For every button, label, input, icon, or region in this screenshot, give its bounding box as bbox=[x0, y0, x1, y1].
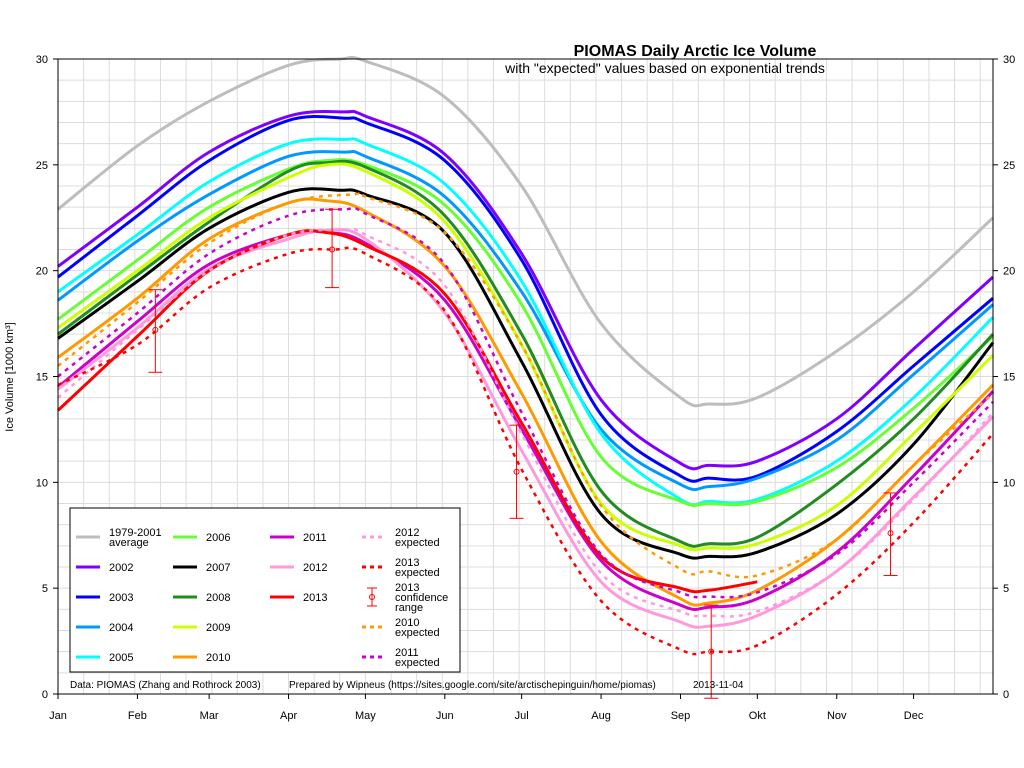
footer-date: 2013-11-04 bbox=[693, 680, 744, 691]
legend-label: 2006 bbox=[206, 532, 230, 544]
error-bar-point bbox=[708, 648, 715, 655]
axes: 0 0 5 5 10 10 15 15 20 20 25 25 30 30 Jan Feb Mar Apr May J… bbox=[36, 54, 1016, 722]
y-tick-label-right: 5 bbox=[1003, 583, 1009, 595]
y-axis-label: Ice Volume [1000 km³] bbox=[4, 322, 16, 431]
legend-label: 2010 bbox=[206, 652, 230, 664]
series-line-2004 bbox=[57, 149, 994, 492]
x-tick-label: Dec bbox=[904, 710, 924, 722]
legend-label: 2013 bbox=[395, 557, 419, 569]
legend-label: confidence bbox=[395, 592, 448, 604]
legend-label: range bbox=[395, 602, 423, 614]
series-line-1979-2001-average bbox=[57, 55, 995, 408]
x-tick-label: Feb bbox=[128, 710, 147, 722]
y-tick-label: 5 bbox=[42, 583, 48, 595]
footer-data-source: Data: PIOMAS (Zhang and Rothrock 2003) bbox=[70, 680, 261, 691]
legend-swatch-errorbar-point bbox=[369, 594, 375, 600]
series-line-2005 bbox=[57, 137, 995, 507]
series-lines bbox=[56, 55, 995, 656]
series-line-2007 bbox=[57, 187, 995, 560]
x-tick-label: May bbox=[355, 710, 376, 722]
legend-label: expected bbox=[395, 537, 440, 549]
legend-label: 2005 bbox=[109, 652, 133, 664]
legend-label: 2011 bbox=[303, 532, 327, 544]
series-line-2011-expected bbox=[57, 206, 994, 599]
legend-label: 2012 bbox=[395, 527, 419, 539]
legend-label: 2010 bbox=[395, 617, 419, 629]
x-tick-label: Jul bbox=[515, 710, 529, 722]
x-tick-label: Jun bbox=[436, 710, 454, 722]
x-tick-label: Mar bbox=[200, 710, 219, 722]
chart-subtitle: with "expected" values based on exponent… bbox=[504, 60, 825, 76]
legend-box bbox=[69, 507, 461, 673]
error-bar-point bbox=[152, 326, 159, 333]
legend-label: 1979-2001 bbox=[109, 527, 162, 539]
series-line-2006 bbox=[57, 158, 995, 507]
series-line-2013-expected bbox=[57, 246, 994, 656]
legend-label: expected bbox=[395, 627, 440, 639]
legend-label: 2009 bbox=[206, 622, 230, 634]
legend-label: 2008 bbox=[206, 592, 230, 604]
error-bar-point bbox=[513, 468, 520, 475]
series-line-2010 bbox=[57, 197, 995, 607]
y-tick-label: 10 bbox=[36, 477, 48, 489]
y-tick-label-right: 30 bbox=[1003, 54, 1015, 66]
x-tick-label: Okt bbox=[749, 710, 766, 722]
confidence-error-bars bbox=[148, 208, 898, 699]
legend-label: 2013 bbox=[303, 592, 327, 604]
legend-label: 2004 bbox=[109, 622, 133, 634]
chart-title: PIOMAS Daily Arctic Ice Volume bbox=[574, 43, 817, 60]
series-line-2013 bbox=[56, 229, 758, 594]
series-line-2010-expected bbox=[57, 191, 994, 579]
x-tick-label: Jan bbox=[49, 710, 67, 722]
error-bar-point bbox=[329, 246, 336, 253]
y-tick-label-right: 15 bbox=[1003, 372, 1015, 384]
x-tick-label: Apr bbox=[280, 710, 297, 722]
legend-label: expected bbox=[395, 657, 440, 669]
y-tick-label-right: 0 bbox=[1003, 689, 1009, 701]
x-tick-label: Sep bbox=[671, 710, 691, 722]
legend-label: expected bbox=[395, 567, 440, 579]
error-bar-point bbox=[887, 530, 894, 537]
y-tick-label: 30 bbox=[36, 54, 48, 66]
y-tick-label-right: 10 bbox=[1003, 477, 1015, 489]
series-line-2012-expected bbox=[57, 227, 994, 618]
y-tick-label-right: 25 bbox=[1003, 160, 1015, 172]
legend-label: 2013 bbox=[395, 582, 419, 594]
legend-label: average bbox=[109, 537, 149, 549]
x-tick-label: Nov bbox=[827, 710, 847, 722]
y-tick-label: 25 bbox=[36, 160, 48, 172]
legend-label: 2007 bbox=[206, 562, 230, 574]
y-tick-label: 0 bbox=[42, 689, 48, 701]
series-line-2011 bbox=[57, 229, 995, 611]
series-line-2003 bbox=[57, 115, 994, 483]
series-line-2002 bbox=[57, 109, 995, 471]
legend-label: 2011 bbox=[395, 647, 419, 659]
y-tick-label: 20 bbox=[36, 266, 48, 278]
y-tick-label-right: 20 bbox=[1003, 266, 1015, 278]
series-line-2009 bbox=[57, 162, 995, 552]
legend-label: 2002 bbox=[109, 562, 133, 574]
legend-label: 2003 bbox=[109, 592, 133, 604]
legend-label: 2012 bbox=[303, 562, 327, 574]
y-tick-label: 15 bbox=[36, 372, 48, 384]
x-tick-label: Aug bbox=[591, 710, 611, 722]
footer-prepared-by: Prepared by Wipneus (https://sites.googl… bbox=[289, 680, 656, 691]
